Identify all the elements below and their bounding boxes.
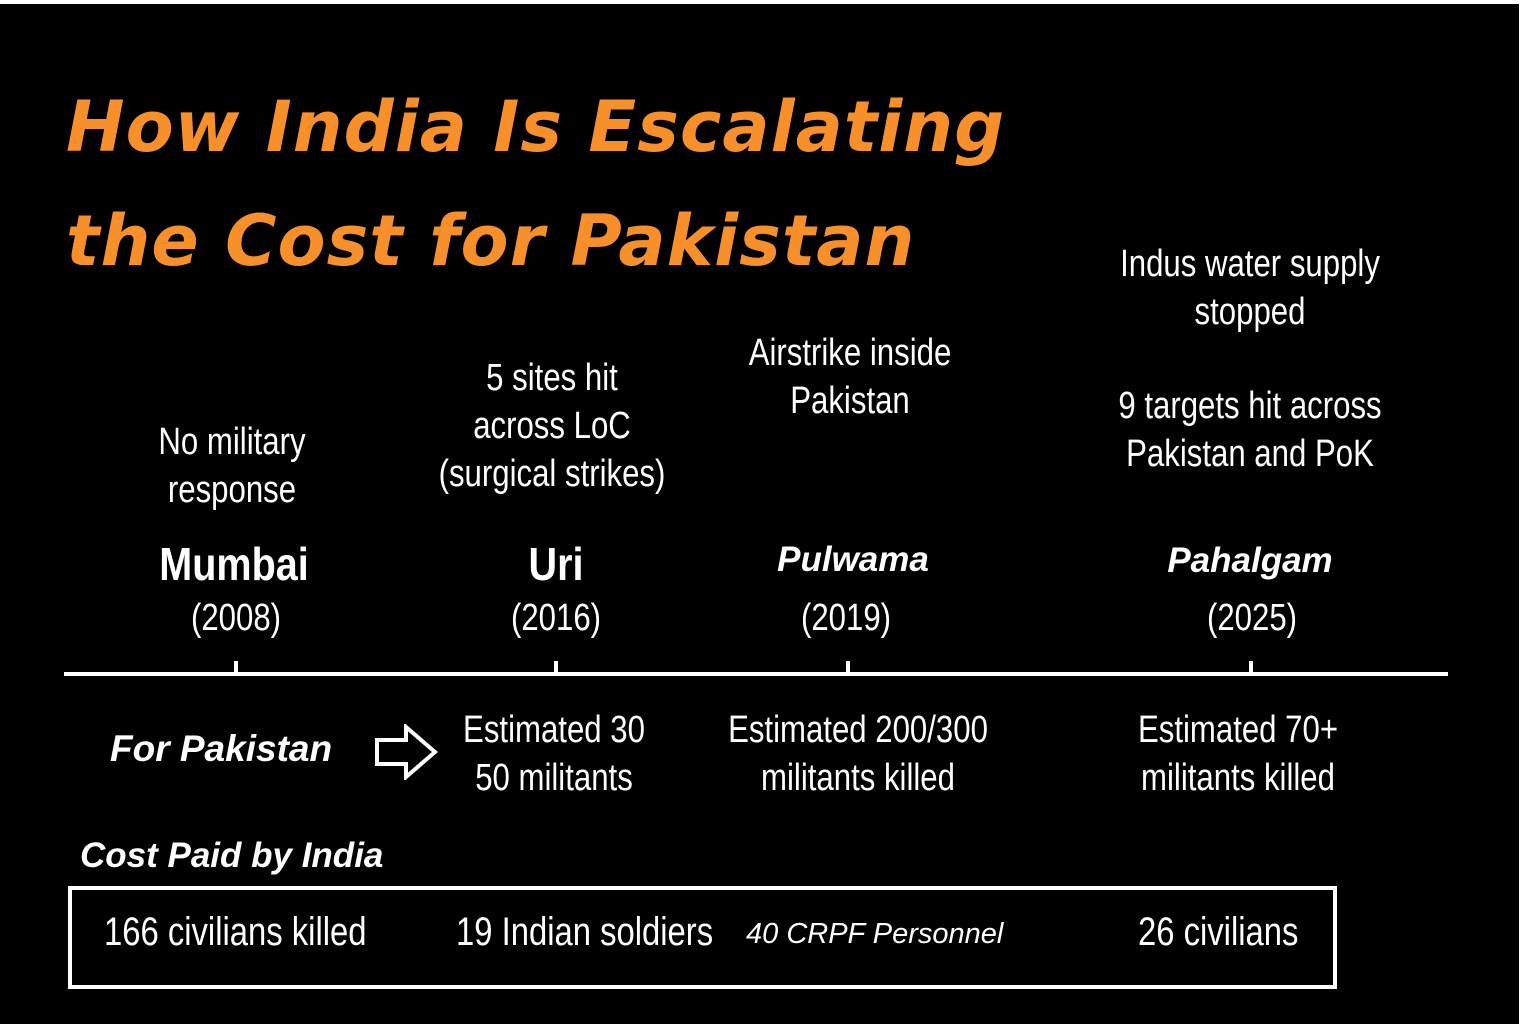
event-year-uri: (2016) — [510, 597, 602, 639]
response-pulwama: Airstrike inside Pakistan — [727, 329, 973, 425]
outcome-pahalgam: Estimated 70+ militants killed — [1115, 706, 1361, 802]
event-name-pahalgam: Pahalgam — [1167, 541, 1333, 580]
response-line: Pakistan and PoK — [1126, 433, 1374, 475]
page-title: How India Is Escalating the Cost for Pak… — [66, 70, 1005, 298]
cost-section-title: Cost Paid by India — [80, 836, 384, 875]
cost-box — [68, 886, 1337, 989]
response-line: Airstrike inside — [748, 332, 952, 374]
response-line: across LoC — [473, 405, 631, 447]
response-line: Indus water supply — [1120, 243, 1380, 285]
response-spacer — [1111, 336, 1390, 382]
event-year-mumbai: (2008) — [190, 597, 282, 639]
outcome-pulwama: Estimated 200/300 militants killed — [710, 706, 1005, 802]
event-year-pulwama: (2019) — [800, 597, 892, 639]
response-line: stopped — [1194, 291, 1306, 333]
timeline-tick — [554, 661, 558, 674]
response-line: Pakistan — [790, 380, 910, 422]
event-name-uri: Uri — [528, 538, 584, 590]
outcome-uri: Estimated 30 50 militants — [431, 706, 677, 802]
outcome-line: Estimated 200/300 — [728, 709, 988, 751]
response-pahalgam: Indus water supply stopped 9 targets hit… — [1111, 240, 1390, 478]
timeline-tick — [234, 661, 238, 674]
cost-pahalgam: 26 civilians — [1138, 910, 1299, 954]
timeline-axis — [64, 672, 1448, 676]
response-line: response — [167, 469, 297, 511]
timeline-tick — [846, 661, 850, 674]
cost-pulwama: 40 CRPF Personnel — [746, 918, 1004, 950]
response-line: No military — [158, 421, 306, 463]
response-line: (surgical strikes) — [438, 453, 666, 495]
title-line-1: How India Is Escalating — [66, 86, 1006, 168]
event-name-pulwama: Pulwama — [777, 540, 929, 579]
outcome-line: militants killed — [761, 757, 955, 799]
title-line-2: the Cost for Pakistan — [66, 200, 916, 282]
response-line: 5 sites hit — [486, 357, 618, 399]
outcome-line: Estimated 30 — [463, 709, 645, 751]
event-name-mumbai: Mumbai — [159, 538, 309, 590]
cost-mumbai: 166 civilians killed — [104, 910, 367, 954]
top-border — [0, 0, 1536, 4]
timeline-tick — [1249, 661, 1253, 674]
event-year-pahalgam: (2025) — [1206, 597, 1298, 639]
response-uri: 5 sites hit across LoC (surgical strikes… — [429, 354, 675, 498]
outcome-line: militants killed — [1141, 757, 1335, 799]
outcome-line: 50 militants — [475, 757, 633, 799]
cost-uri: 19 Indian soldiers — [456, 910, 714, 954]
response-line: 9 targets hit across — [1118, 385, 1382, 427]
response-mumbai: No military response — [150, 418, 314, 514]
outcome-line: Estimated 70+ — [1137, 709, 1339, 751]
right-arrow-outline-icon — [375, 724, 438, 780]
for-pakistan-label: For Pakistan — [110, 728, 333, 769]
